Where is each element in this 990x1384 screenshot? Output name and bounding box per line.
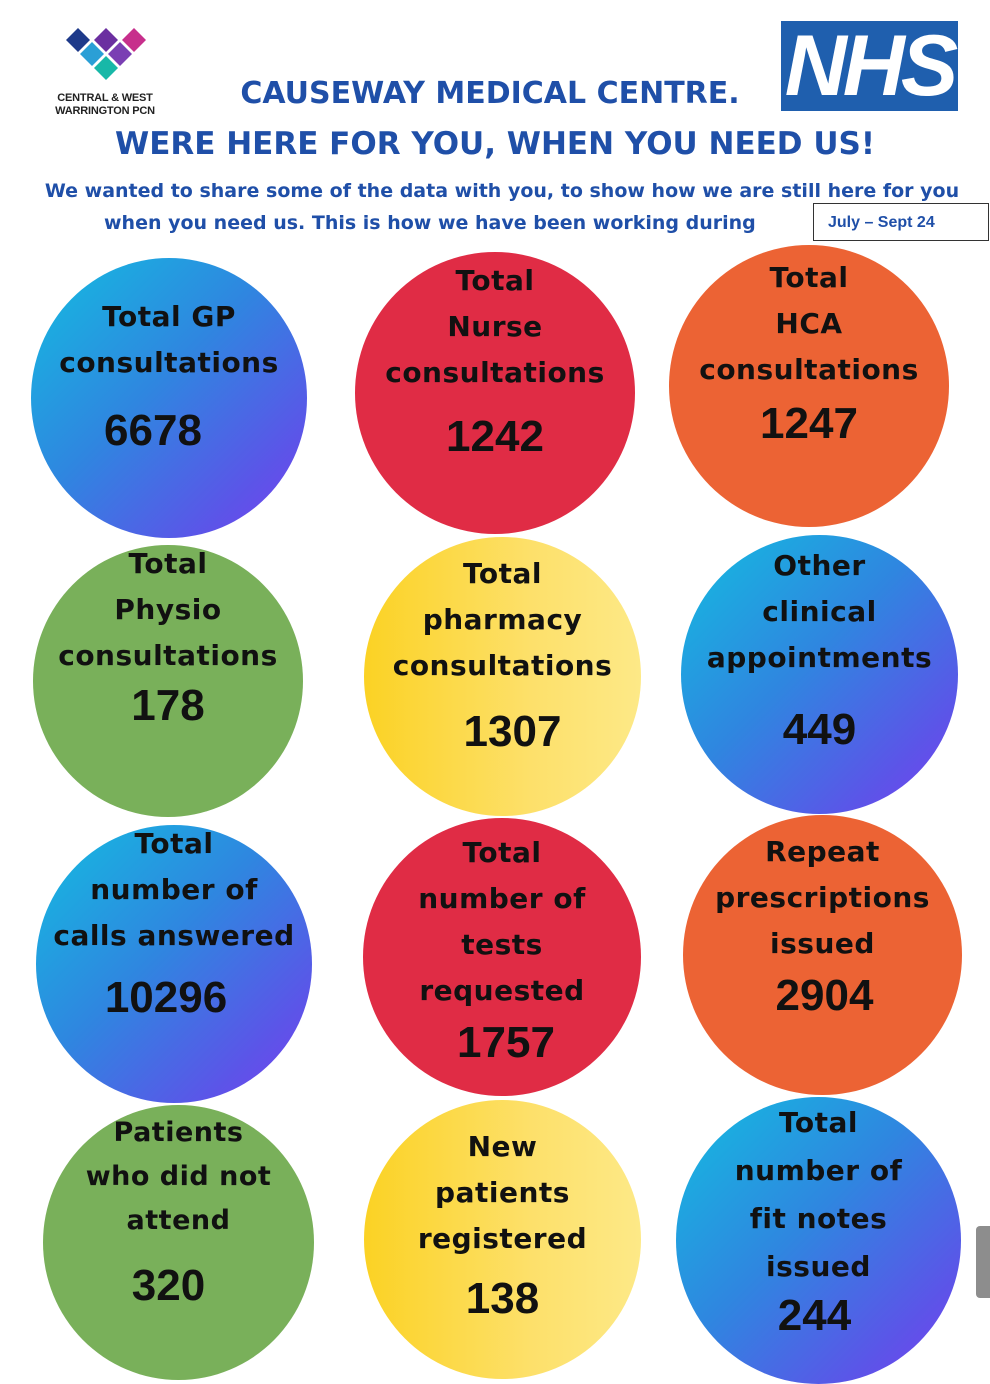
stat-value: 1247 xyxy=(760,399,858,448)
stat-repeat-prescriptions: Repeat prescriptions issued 2904 xyxy=(683,815,962,1095)
stat-label: Other clinical appointments xyxy=(706,549,933,674)
stat-value: 2904 xyxy=(775,971,874,1020)
stat-other-clinical-appointments: Other clinical appointments 449 xyxy=(681,535,958,814)
stat-label: Total HCA consultations xyxy=(699,261,919,386)
side-feedback-tab[interactable] xyxy=(976,1226,990,1298)
stat-label: Repeat prescriptions issued xyxy=(715,835,930,960)
stat-value: 1757 xyxy=(457,1018,555,1067)
stat-value: 449 xyxy=(782,705,857,754)
pcn-logo: CENTRAL & WEST WARRINGTON PCN xyxy=(40,26,180,122)
stat-value: 138 xyxy=(465,1274,540,1323)
stat-label: Total Physio consultations xyxy=(58,547,278,672)
stat-value: 244 xyxy=(777,1291,852,1340)
stat-gp-consultations: Total GP consultations 6678 xyxy=(31,258,307,538)
stat-value: 178 xyxy=(131,681,205,730)
stat-label: Total Nurse consultations xyxy=(385,264,605,389)
intro-line-1: We wanted to share some of the data with… xyxy=(44,180,960,202)
stat-value: 320 xyxy=(131,1261,206,1310)
stat-label: New patients registered xyxy=(417,1130,588,1255)
stat-did-not-attend: Patients who did not attend 320 xyxy=(43,1105,314,1380)
period-field: July – Sept 24 xyxy=(813,203,989,241)
stat-nurse-consultations: Total Nurse consultations 1242 xyxy=(355,252,635,534)
page-title: CAUSEWAY MEDICAL CENTRE. xyxy=(240,76,740,111)
pcn-logo-text: CENTRAL & WEST WARRINGTON PCN xyxy=(55,92,155,117)
pcn-diamond-icon xyxy=(66,28,146,80)
stat-new-patients: New patients registered 138 xyxy=(364,1100,641,1379)
stat-value: 10296 xyxy=(104,973,228,1022)
stat-fit-notes: Total number of fit notes issued 244 xyxy=(676,1097,961,1384)
stat-pharmacy-consultations: Total pharmacy consultations 1307 xyxy=(364,537,641,816)
stat-physio-consultations: Total Physio consultations 178 xyxy=(33,545,303,817)
page-tagline: WERE HERE FOR YOU, WHEN YOU NEED US! xyxy=(115,126,875,162)
stat-tests-requested: Total number of tests requested 1757 xyxy=(363,818,641,1096)
stat-value: 1307 xyxy=(463,707,562,756)
nhs-logo: NHS xyxy=(781,21,958,111)
stat-label: Total number of calls answered xyxy=(53,827,295,952)
stat-label: Total number of tests requested xyxy=(418,836,586,1007)
stat-label: Total pharmacy consultations xyxy=(392,557,613,682)
stat-label: Patients who did not attend xyxy=(85,1117,272,1236)
stat-label: Total number of fit notes issued xyxy=(734,1106,903,1283)
intro-line-2: when you need us. This is how we have be… xyxy=(104,212,756,234)
stat-calls-answered: Total number of calls answered 10296 xyxy=(36,825,312,1103)
stat-value: 6678 xyxy=(104,406,202,455)
stat-label: Total GP consultations xyxy=(59,300,279,379)
stat-hca-consultations: Total HCA consultations 1247 xyxy=(669,245,949,527)
stat-value: 1242 xyxy=(446,412,544,461)
